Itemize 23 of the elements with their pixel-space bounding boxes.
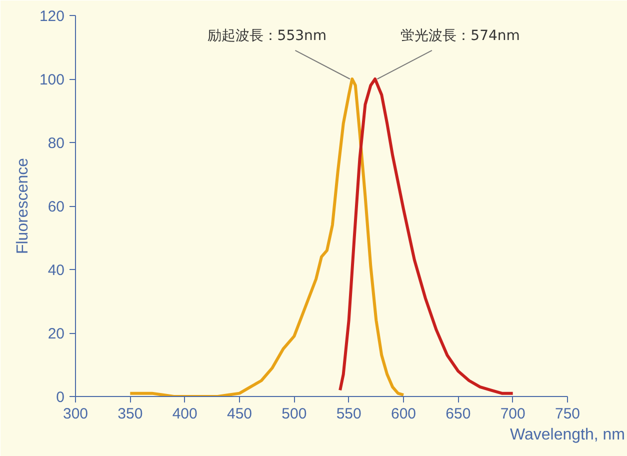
y-axis-title: Fluorescence	[14, 158, 32, 254]
x-tick-label: 600	[390, 406, 416, 422]
x-tick-label: 400	[172, 406, 198, 422]
y-tick-label: 80	[48, 135, 65, 152]
y-tick-label: 120	[39, 8, 65, 25]
annotation: 蛍光波長：574nm	[400, 28, 520, 44]
x-tick-label: 350	[118, 406, 143, 422]
y-tick-label: 0	[56, 389, 64, 406]
y-tick-label: 100	[39, 72, 65, 88]
x-tick-label: 300	[62, 406, 88, 422]
y-tick-label: 40	[48, 262, 65, 279]
line-series	[338, 78, 514, 395]
x-axis-title: Wavelength, nm	[510, 426, 626, 444]
x-tick-label: 750	[554, 406, 580, 422]
x-tick-label: 650	[446, 406, 471, 422]
x-tick-label: 500	[282, 406, 307, 422]
x-tick-label: 450	[226, 406, 252, 422]
annotation: 励起波長：553nm	[207, 28, 327, 44]
line-series	[128, 78, 405, 396]
x-tick-label: 700	[500, 406, 526, 422]
y-tick-label: 60	[48, 198, 65, 216]
y-tick-label: 20	[48, 326, 65, 342]
x-tick-label: 550	[336, 406, 362, 422]
